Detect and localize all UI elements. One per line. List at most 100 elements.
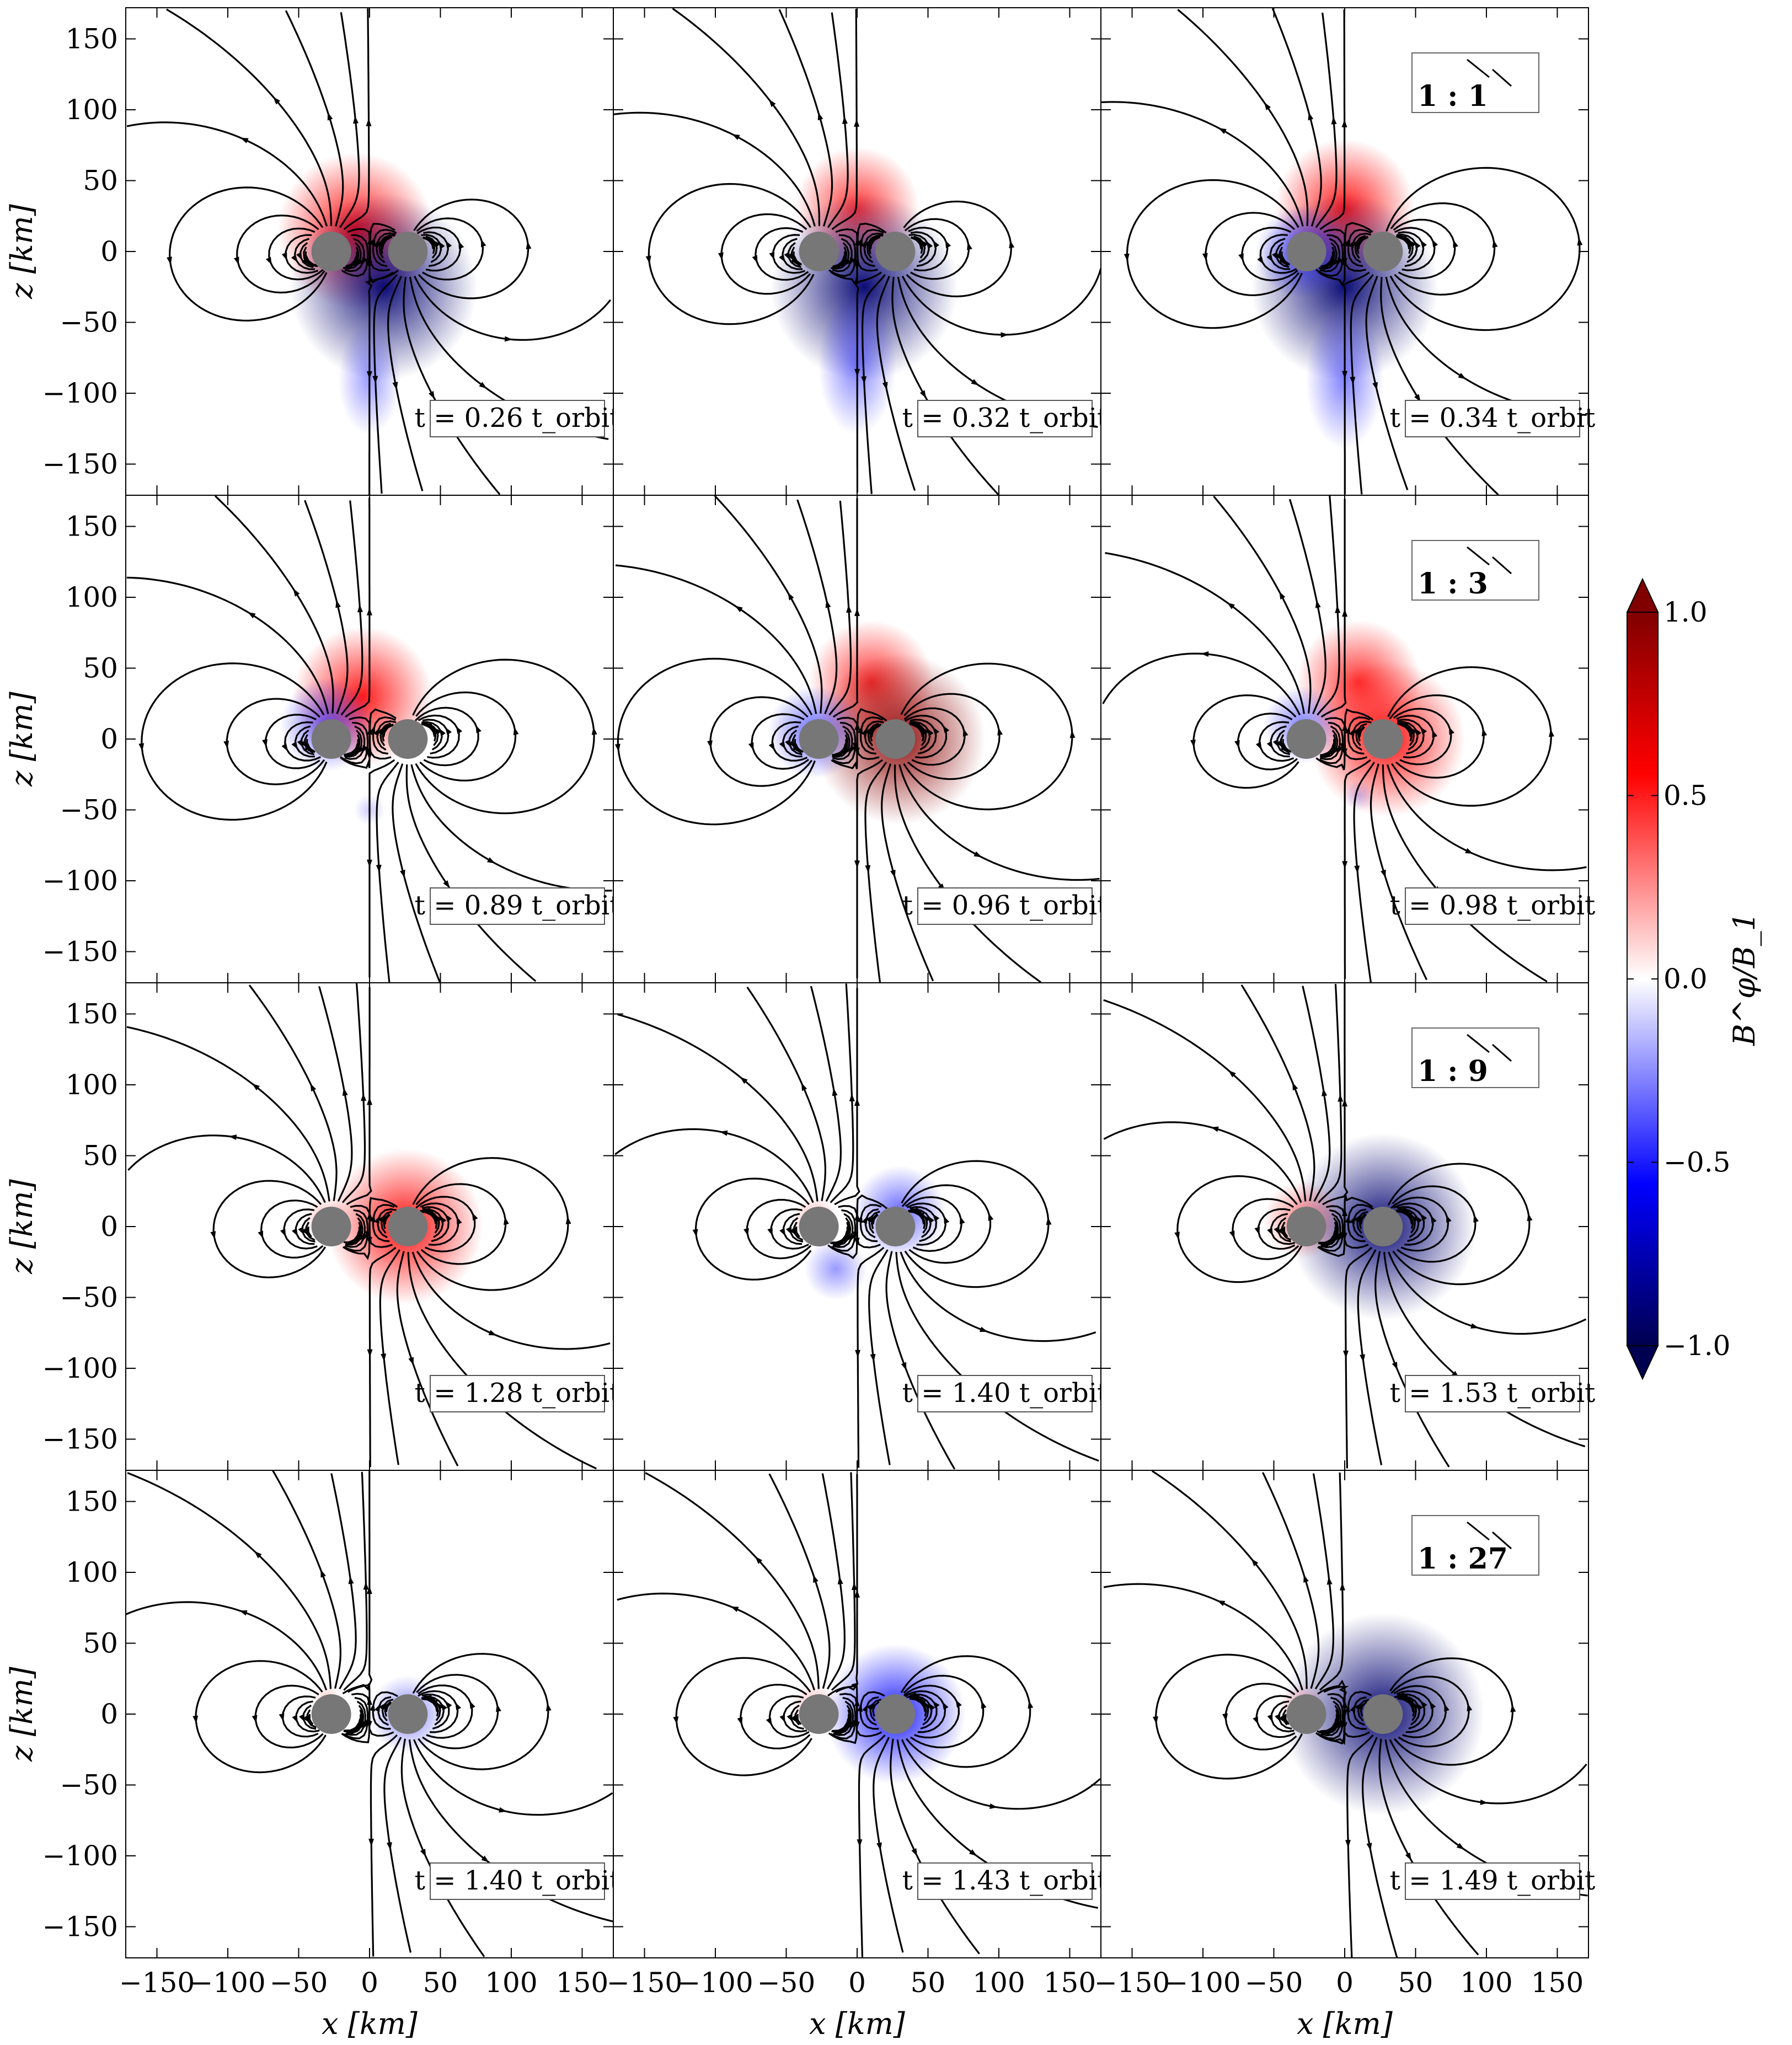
y-tick-label: −50 [60, 794, 118, 826]
field-line-arrow [1266, 741, 1274, 750]
field-line-arrow [743, 1228, 749, 1236]
neutron-star [1286, 232, 1326, 271]
field-line-arrow [1430, 1215, 1437, 1224]
field-line-arrow [1238, 253, 1244, 262]
field-line-arrow [1354, 1215, 1361, 1223]
field-line-arrow [1342, 238, 1348, 247]
panel-content [1102, 495, 1587, 983]
panel-content [614, 983, 1099, 1470]
field-line-arrow [838, 1236, 847, 1242]
field-line-arrow [857, 1704, 863, 1712]
field-line-arrow [866, 727, 875, 736]
field-line-arrow [752, 255, 758, 264]
field-line-arrow [367, 1349, 373, 1357]
field-line-arrow [969, 1849, 977, 1856]
field-line-arrow [748, 742, 754, 751]
field-line-arrow [1354, 865, 1360, 874]
field-line-arrow [933, 240, 940, 249]
x-tick-label: −50 [757, 1967, 816, 1999]
field-line-arrow [847, 1721, 854, 1730]
field-line-arrow [1124, 253, 1130, 262]
field-line-arrow [258, 1230, 264, 1239]
field-line-arrow [719, 1130, 728, 1136]
field-line-arrow [1349, 1216, 1356, 1225]
field-line-arrow [1218, 127, 1227, 134]
field-line-arrow [854, 1589, 860, 1598]
spin-arrows-icon [1467, 58, 1512, 87]
field-line-arrow [443, 880, 450, 888]
time-label-box [917, 1375, 1093, 1412]
field-line-arrow [927, 728, 934, 736]
neutron-star [1286, 719, 1326, 759]
negative-field-region [804, 1238, 867, 1300]
field-line-arrow [1467, 1703, 1473, 1711]
field-line-arrow [367, 1097, 372, 1105]
field-line-arrow [865, 1215, 873, 1223]
field-line-arrow [1272, 739, 1279, 748]
field-line-arrow [303, 1227, 311, 1235]
field-line-arrow [400, 869, 405, 878]
field-line-arrow [304, 743, 313, 751]
field-line-arrow [367, 237, 373, 245]
field-line-arrow [865, 727, 872, 735]
y-tick-label: 0 [100, 1698, 118, 1730]
field-line-arrow [1190, 739, 1196, 748]
field-line-arrow [436, 1702, 444, 1710]
neutron-star [1363, 719, 1403, 759]
field-line-arrow [843, 258, 852, 266]
field-line-arrow [357, 1234, 366, 1241]
field-line-arrow [854, 1213, 860, 1221]
field-line-arrow [882, 382, 888, 390]
x-axis-label: x [km] [809, 2006, 906, 2041]
field-line-arrow [432, 1215, 441, 1223]
field-line-arrow [479, 382, 487, 389]
y-tick-label: −50 [60, 1769, 118, 1801]
field-line-arrow [297, 739, 303, 748]
field-line-arrow [1275, 1714, 1281, 1722]
field-line-arrow [943, 725, 950, 734]
field-line-arrow [1352, 727, 1360, 735]
field-line-arrow [438, 241, 445, 249]
field-line-arrow [359, 1721, 366, 1730]
field-line-arrow [731, 134, 740, 140]
field-line-arrow [855, 1350, 861, 1358]
panel: t = 0.96 t_orbit [613, 495, 1108, 983]
field-line-arrow [1345, 1704, 1350, 1712]
field-line-arrow [320, 1569, 326, 1578]
x-tick-label: −50 [1245, 1967, 1303, 1999]
field-line-arrow [1343, 1350, 1349, 1358]
y-tick-label: −50 [60, 306, 118, 338]
field-line-arrow [456, 1216, 462, 1225]
field-line-arrow [1345, 1840, 1351, 1848]
field-line-arrow [367, 727, 373, 735]
y-tick-label: −50 [60, 1281, 118, 1313]
field-line-arrow [854, 237, 860, 246]
field-line-arrow [1335, 1721, 1342, 1730]
field-line-arrow [376, 239, 383, 248]
time-label-box [917, 400, 1093, 437]
field-line-arrow [1325, 749, 1334, 754]
field-line-arrow [766, 1717, 772, 1726]
x-tick-label: 100 [972, 1967, 1025, 1999]
field-line-arrow [1279, 1715, 1286, 1723]
colorbar-extend-min [1626, 1345, 1659, 1380]
spin-arrows-icon [1467, 546, 1512, 575]
panel-content [1101, 8, 1587, 495]
y-axis-label: z [km] [4, 1666, 39, 1762]
x-tick-label: −50 [270, 1967, 328, 1999]
panel-content [617, 1472, 1101, 1957]
field-line-arrow [876, 1842, 882, 1851]
field-line-arrow [1069, 730, 1076, 738]
field-line-arrow [1480, 1799, 1488, 1805]
field-line-arrow [768, 99, 776, 108]
field-line-arrow [1322, 1088, 1328, 1096]
field-line-arrow [1465, 848, 1474, 854]
field-line-arrow [223, 740, 229, 749]
field-line-arrow [861, 727, 868, 736]
y-tick-label: −100 [42, 377, 118, 409]
field-line-arrow [366, 1697, 372, 1705]
field-line-arrow [854, 860, 860, 869]
field-line-arrow [870, 1353, 876, 1362]
colorbar: 1.0 0.5 0.0 −0.5 −1.0 B^φ/B_1 [1626, 577, 1762, 1380]
